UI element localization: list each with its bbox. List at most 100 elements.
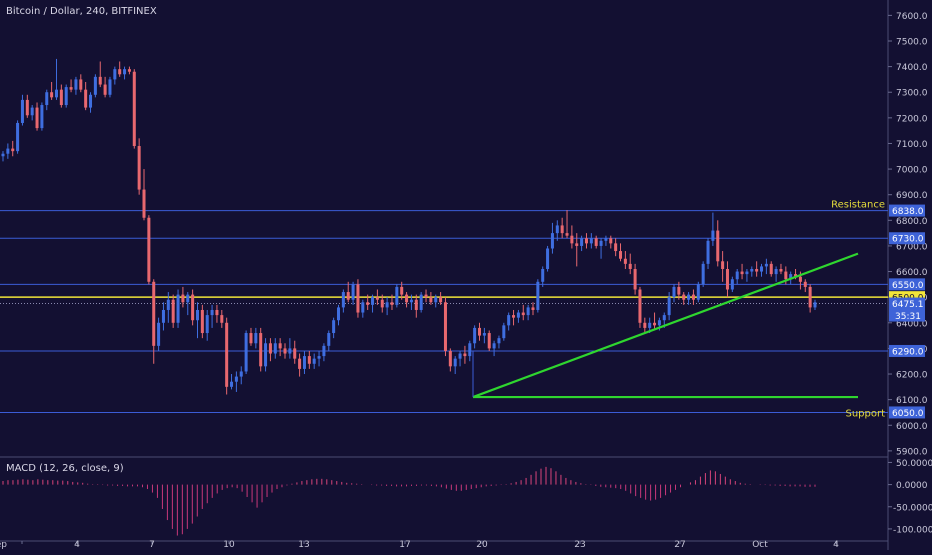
candle-body[interactable] [541, 268, 545, 282]
candle-body[interactable] [614, 243, 618, 252]
candle-body[interactable] [526, 307, 530, 316]
candle-body[interactable] [808, 286, 812, 308]
candle-body[interactable] [54, 89, 58, 98]
candle-body[interactable] [186, 294, 190, 303]
candle-body[interactable] [137, 146, 141, 190]
candle-body[interactable] [157, 322, 161, 346]
candle-body[interactable] [132, 71, 136, 147]
candle-body[interactable] [205, 315, 209, 334]
candle-body[interactable] [550, 233, 554, 249]
candle-body[interactable] [84, 89, 88, 108]
candle-body[interactable] [69, 87, 73, 90]
candle-body[interactable] [565, 233, 569, 236]
candle-body[interactable] [575, 243, 579, 246]
candle-body[interactable] [764, 263, 768, 267]
candle-body[interactable] [594, 238, 598, 246]
candle-body[interactable] [774, 268, 778, 275]
candle-body[interactable] [648, 322, 652, 328]
candle-body[interactable] [725, 268, 729, 290]
candle-body[interactable] [74, 79, 78, 90]
candle-body[interactable] [25, 99, 29, 116]
candle-body[interactable] [429, 297, 433, 303]
candle-body[interactable] [317, 356, 321, 359]
candle-body[interactable] [127, 69, 131, 72]
candle-body[interactable] [502, 325, 506, 339]
candle-body[interactable] [40, 105, 44, 129]
candle-body[interactable] [458, 353, 462, 359]
candle-body[interactable] [623, 258, 627, 264]
candle-body[interactable] [628, 263, 632, 269]
candle-body[interactable] [176, 294, 180, 323]
candle-body[interactable] [784, 271, 788, 280]
candle-body[interactable] [687, 294, 691, 300]
candle-body[interactable] [755, 268, 759, 272]
candle-body[interactable] [745, 271, 749, 275]
candle-body[interactable] [477, 327, 482, 336]
candle-body[interactable] [59, 89, 63, 106]
candle-body[interactable] [619, 251, 623, 259]
candle-body[interactable] [341, 292, 345, 308]
candle-body[interactable] [512, 315, 516, 318]
candle-body[interactable] [434, 297, 438, 303]
candle-body[interactable] [609, 238, 613, 244]
candle-body[interactable] [375, 297, 379, 300]
candle-body[interactable] [803, 281, 807, 287]
candle-body[interactable] [322, 345, 326, 357]
candle-body[interactable] [171, 299, 175, 323]
candle-body[interactable] [740, 271, 744, 275]
candle-body[interactable] [453, 358, 457, 367]
candle-body[interactable] [288, 348, 292, 354]
candle-body[interactable] [385, 302, 389, 308]
candle-body[interactable] [89, 94, 93, 108]
candle-body[interactable] [298, 358, 302, 369]
candle-body[interactable] [662, 315, 666, 321]
candle-body[interactable] [473, 327, 477, 344]
candle-body[interactable] [750, 268, 754, 272]
candle-body[interactable] [443, 302, 447, 351]
candle-body[interactable] [672, 286, 676, 298]
candle-body[interactable] [93, 76, 97, 95]
candle-body[interactable] [278, 343, 282, 349]
candle-body[interactable] [789, 274, 793, 280]
candle-body[interactable] [448, 350, 452, 367]
candle-body[interactable] [6, 148, 10, 154]
candle-body[interactable] [604, 238, 608, 241]
candle-body[interactable] [380, 299, 384, 308]
candle-body[interactable] [419, 294, 423, 310]
candle-body[interactable] [239, 371, 243, 377]
candle-body[interactable] [813, 302, 817, 308]
candle-body[interactable] [701, 263, 705, 285]
candle-body[interactable] [103, 84, 107, 95]
candle-body[interactable] [200, 309, 204, 334]
candle-body[interactable] [638, 289, 642, 323]
rising-trendline[interactable] [472, 252, 859, 399]
candle-body[interactable] [405, 294, 409, 303]
candle-body[interactable] [351, 284, 355, 300]
candle-body[interactable] [706, 240, 710, 264]
candle-body[interactable] [482, 333, 486, 336]
candle-body[interactable] [336, 307, 341, 321]
candle-body[interactable] [424, 294, 428, 298]
candle-body[interactable] [657, 320, 661, 326]
candle-body[interactable] [327, 333, 331, 346]
candle-body[interactable] [123, 69, 127, 75]
candle-body[interactable] [390, 302, 394, 305]
candle-body[interactable] [79, 79, 83, 90]
candle-body[interactable] [64, 87, 68, 106]
candle-body[interactable] [249, 333, 253, 344]
candle-body[interactable] [570, 235, 574, 244]
candle-body[interactable] [181, 294, 185, 303]
candle-body[interactable] [195, 309, 199, 321]
candle-body[interactable] [293, 348, 297, 359]
candle-body[interactable] [50, 92, 54, 98]
candle-body[interactable] [273, 343, 277, 354]
candle-body[interactable] [113, 69, 117, 80]
candle-body[interactable] [371, 297, 375, 305]
candle-body[interactable] [560, 225, 564, 234]
candle-body[interactable] [439, 297, 443, 303]
candle-body[interactable] [259, 333, 263, 367]
candle-body[interactable] [409, 299, 413, 303]
candle-body[interactable] [210, 309, 214, 316]
